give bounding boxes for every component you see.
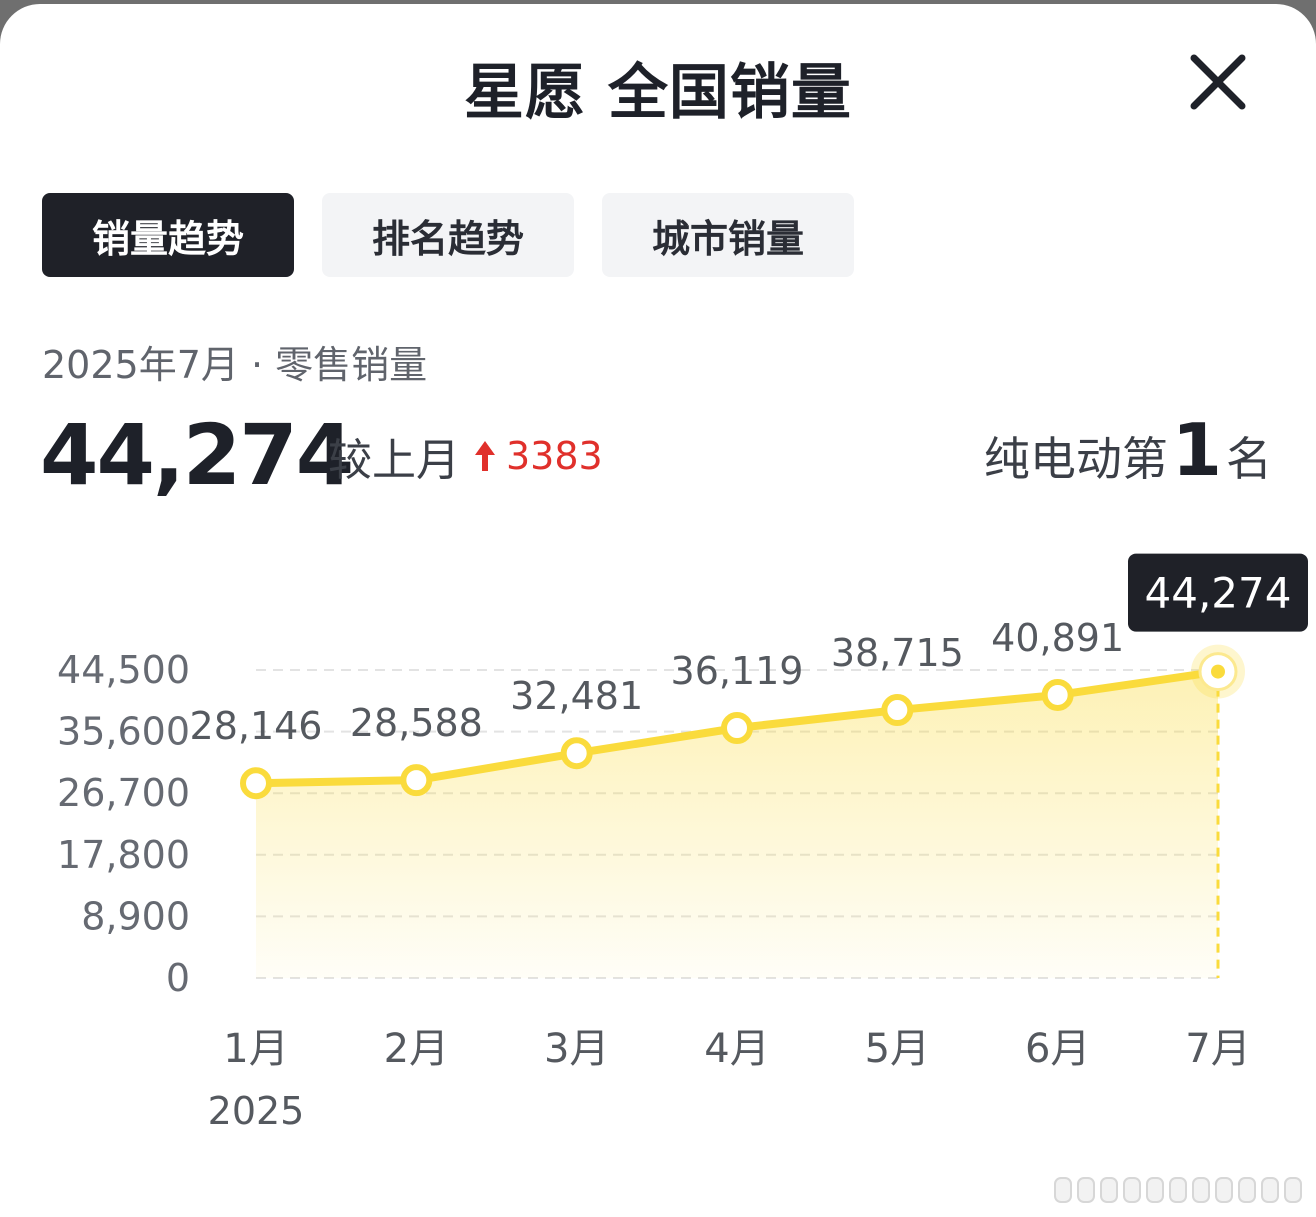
data-point — [240, 767, 272, 800]
data-label: 28,146 — [190, 704, 323, 748]
compare-label: 较上月 — [328, 435, 460, 486]
close-button[interactable] — [1184, 48, 1252, 116]
rank-number: 1 — [1171, 408, 1222, 492]
arrow-up-icon — [475, 441, 495, 471]
data-point — [400, 764, 433, 797]
tab-city-sales[interactable]: 城市销量 — [602, 193, 854, 277]
data-point — [721, 712, 753, 745]
data-point — [560, 737, 593, 770]
data-point — [881, 694, 914, 727]
data-label: 38,715 — [831, 631, 964, 675]
sales-value: 44,274 — [40, 406, 354, 504]
y-tick-label: 8,900 — [81, 894, 190, 938]
series-area — [256, 671, 1218, 978]
x-tick-label: 6月 — [1025, 1026, 1090, 1072]
x-tick-label: 3月 — [544, 1026, 609, 1072]
watermark-icon — [1054, 1177, 1302, 1203]
data-point — [1041, 678, 1074, 711]
y-tick-label: 17,800 — [57, 833, 190, 877]
x-tick-label: 4月 — [704, 1026, 769, 1072]
data-label: 36,119 — [671, 649, 804, 693]
close-icon — [1190, 54, 1246, 110]
x-tick-label: 7月 — [1185, 1026, 1250, 1072]
rank-badge: 纯电动第 1 名 — [984, 408, 1272, 492]
data-label: 28,588 — [350, 701, 483, 745]
sales-panel: 星愿 全国销量 销量趋势 排名趋势 城市销量 2025年7月 · 零售销量 44… — [0, 4, 1316, 1217]
rank-prefix: 纯电动第 — [983, 432, 1168, 486]
x-year-label: 2025 — [208, 1089, 305, 1133]
y-tick-label: 0 — [166, 956, 190, 1000]
tooltip-value: 44,274 — [1145, 569, 1292, 618]
month-comparison: 较上月 3383 — [328, 424, 603, 488]
data-label: 40,891 — [991, 616, 1124, 660]
y-tick-label: 35,600 — [57, 710, 190, 754]
page-title: 星愿 全国销量 — [464, 58, 852, 128]
compare-delta: 3383 — [506, 434, 603, 478]
tab-sales-trend[interactable]: 销量趋势 — [42, 193, 294, 277]
rank-suffix: 名 — [1226, 432, 1272, 486]
tab-ranking-trend[interactable]: 排名趋势 — [322, 193, 574, 277]
y-tick-label: 44,500 — [57, 648, 190, 692]
x-tick-label: 5月 — [865, 1026, 930, 1072]
data-point — [1211, 664, 1225, 679]
tooltip-box — [1128, 553, 1308, 632]
x-tick-label: 2月 — [384, 1026, 449, 1072]
x-tick-label: 1月 — [223, 1026, 288, 1072]
y-tick-label: 26,700 — [57, 771, 190, 815]
data-label: 32,481 — [510, 674, 643, 718]
period-label: 2025年7月 · 零售销量 — [42, 343, 428, 387]
